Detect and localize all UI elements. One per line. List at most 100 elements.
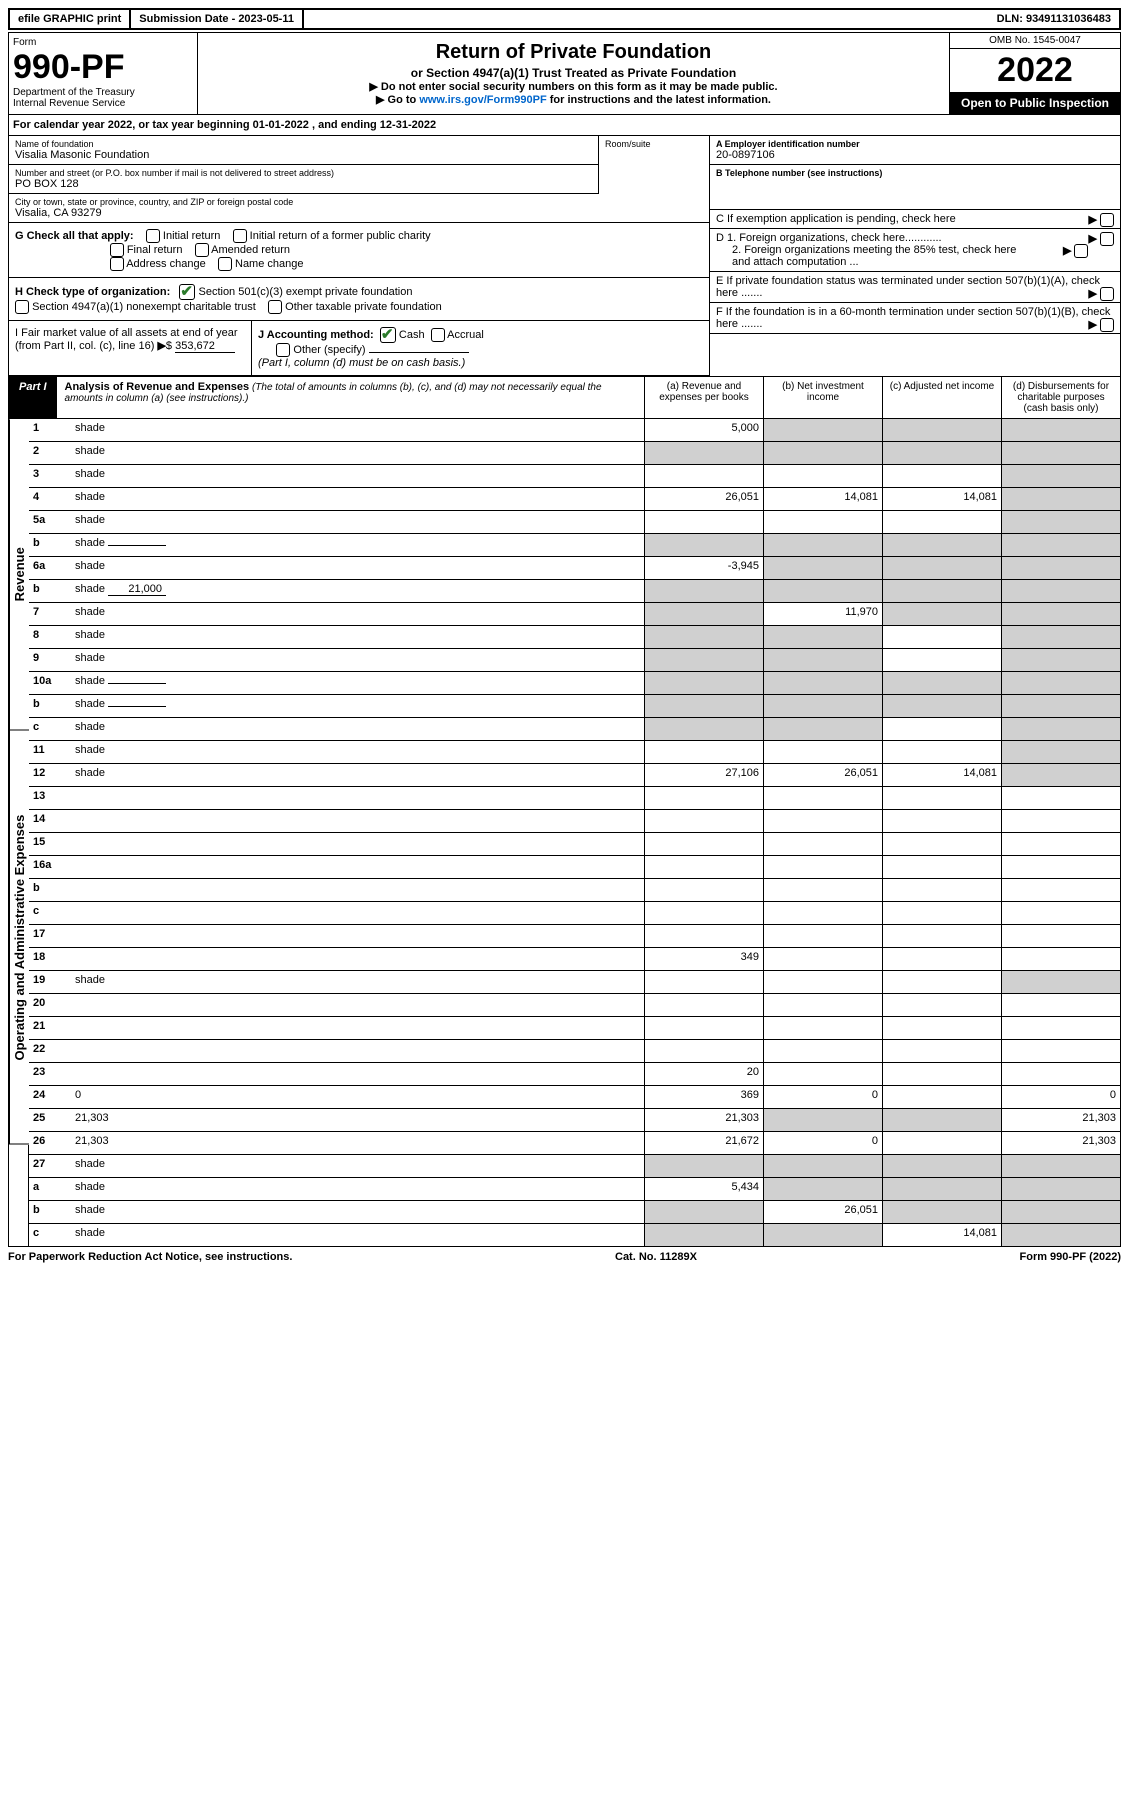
dln: DLN: 93491131036483	[989, 10, 1119, 28]
h-opt-2: Section 4947(a)(1) nonexempt charitable …	[32, 301, 256, 313]
table-row: 16a	[29, 856, 1120, 879]
g-opt-1: Initial return of a former public charit…	[250, 230, 431, 242]
cell-value	[882, 856, 1001, 878]
other-taxable-check[interactable]	[268, 300, 282, 314]
table-row: cshade	[29, 718, 1120, 741]
cell-value	[763, 787, 882, 809]
other-acct-check[interactable]	[276, 343, 290, 357]
d1-check[interactable]	[1100, 232, 1114, 246]
cell-shaded	[763, 718, 882, 740]
cell-value	[882, 833, 1001, 855]
row-desc	[71, 1063, 644, 1085]
cell-shaded	[763, 534, 882, 556]
cell-value	[644, 833, 763, 855]
col-d-head: (d) Disbursements for charitable purpose…	[1001, 377, 1120, 418]
irs-link[interactable]: www.irs.gov/Form990PF	[419, 94, 546, 106]
row-desc	[71, 1017, 644, 1039]
cell-value	[1001, 902, 1120, 924]
cell-shaded	[882, 603, 1001, 625]
cell-shaded	[763, 1224, 882, 1246]
name-change-check[interactable]	[218, 257, 232, 271]
row-num: 26	[29, 1132, 71, 1154]
d1-label: D 1. Foreign organizations, check here..…	[716, 232, 942, 244]
cell-value	[644, 511, 763, 533]
name-label: Name of foundation	[15, 139, 592, 149]
form-title: Return of Private Foundation	[204, 41, 943, 64]
part1-title: Analysis of Revenue and Expenses	[65, 381, 250, 393]
cell-value	[763, 1040, 882, 1062]
instr-2: ▶ Go to www.irs.gov/Form990PF for instru…	[204, 93, 943, 106]
501c3-check[interactable]	[179, 284, 195, 300]
row-desc: 21,303	[71, 1109, 644, 1131]
row-num: b	[29, 580, 71, 602]
cell-shaded	[644, 442, 763, 464]
table-row: 18349	[29, 948, 1120, 971]
cell-shaded	[882, 419, 1001, 441]
address-change-check[interactable]	[110, 257, 124, 271]
cell-value	[763, 1017, 882, 1039]
amended-return-check[interactable]	[195, 243, 209, 257]
cell-value	[644, 856, 763, 878]
final-return-check[interactable]	[110, 243, 124, 257]
cell-value: 26,051	[763, 764, 882, 786]
cell-shaded	[644, 534, 763, 556]
cell-value: 5,434	[644, 1178, 763, 1200]
initial-former-check[interactable]	[233, 229, 247, 243]
4947-check[interactable]	[15, 300, 29, 314]
f-check[interactable]	[1100, 318, 1114, 332]
cell-shaded	[882, 695, 1001, 717]
efile-label[interactable]: efile GRAPHIC print	[10, 10, 131, 28]
table-row: 27shade	[29, 1155, 1120, 1178]
row-desc: shade	[71, 419, 644, 441]
cell-shaded	[882, 442, 1001, 464]
row-num: 1	[29, 419, 71, 441]
cell-shaded	[644, 649, 763, 671]
g-opt-2: Final return	[127, 244, 183, 256]
cell-value	[882, 787, 1001, 809]
table-row: bshade 21,000	[29, 580, 1120, 603]
row-desc: shade	[71, 741, 644, 763]
row-desc	[71, 902, 644, 924]
row-num: 10a	[29, 672, 71, 694]
c-check[interactable]	[1100, 213, 1114, 227]
cell-value	[882, 948, 1001, 970]
e-label: E If private foundation status was termi…	[716, 275, 1100, 299]
cell-shaded	[1001, 603, 1120, 625]
row-desc: shade	[71, 511, 644, 533]
cell-value	[882, 1063, 1001, 1085]
h-opt-1: Section 501(c)(3) exempt private foundat…	[198, 286, 412, 298]
col-c-head: (c) Adjusted net income	[882, 377, 1001, 418]
section-ij: I Fair market value of all assets at end…	[9, 321, 709, 376]
cell-value: 21,303	[1001, 1132, 1120, 1154]
row-num: b	[29, 1201, 71, 1223]
row-num: 18	[29, 948, 71, 970]
cell-shaded	[644, 1201, 763, 1223]
initial-return-check[interactable]	[146, 229, 160, 243]
row-num: 4	[29, 488, 71, 510]
cell-shaded	[1001, 1224, 1120, 1246]
cell-shaded	[882, 557, 1001, 579]
cash-check[interactable]	[380, 327, 396, 343]
calendar-year: For calendar year 2022, or tax year begi…	[8, 115, 1121, 136]
row-desc	[71, 948, 644, 970]
cell-value	[882, 1132, 1001, 1154]
cell-value	[644, 925, 763, 947]
cell-value	[882, 1040, 1001, 1062]
g-opt-5: Name change	[235, 258, 304, 270]
row-desc: shade	[71, 626, 644, 648]
cell-shaded	[1001, 1178, 1120, 1200]
form-number: 990-PF	[13, 48, 193, 87]
cell-value	[882, 741, 1001, 763]
foundation-name: Visalia Masonic Foundation	[15, 149, 592, 161]
h-label: H Check type of organization:	[15, 286, 170, 298]
cell-shaded	[882, 1109, 1001, 1131]
row-desc: shade	[71, 488, 644, 510]
d2-check[interactable]	[1074, 244, 1088, 258]
accrual-check[interactable]	[431, 328, 445, 342]
row-num: 23	[29, 1063, 71, 1085]
row-desc: shade	[71, 1178, 644, 1200]
cell-shaded	[1001, 442, 1120, 464]
cell-shaded	[1001, 672, 1120, 694]
e-check[interactable]	[1100, 287, 1114, 301]
cell-value	[882, 1086, 1001, 1108]
